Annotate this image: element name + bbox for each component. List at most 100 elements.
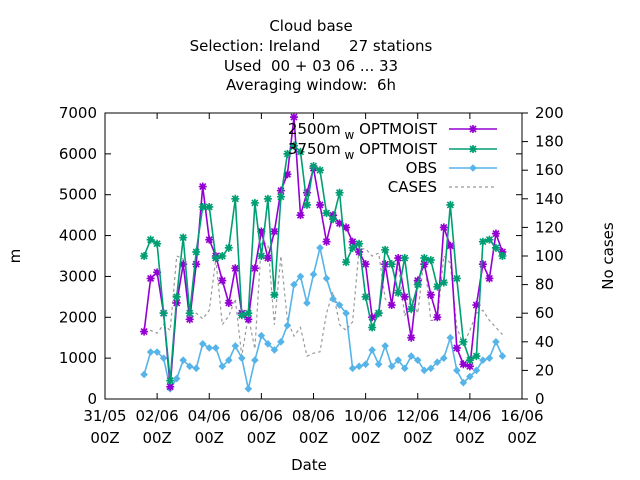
title-line-4: Averaging window: 6h xyxy=(226,76,396,94)
y2-tick-label: 80 xyxy=(535,276,554,294)
series-point-star xyxy=(270,290,279,299)
series-point xyxy=(251,356,259,364)
series-point xyxy=(498,352,507,360)
series-point-star xyxy=(465,362,474,371)
series-point xyxy=(329,295,337,303)
series-point-star xyxy=(205,202,214,211)
series-point xyxy=(485,354,494,362)
y2-tick-label: 200 xyxy=(535,104,564,122)
series-point-star xyxy=(205,235,214,244)
chart-title: Cloud base Selection: Ireland 27 station… xyxy=(190,17,433,94)
y-axis-label: m xyxy=(6,249,24,264)
series-point-star xyxy=(329,211,338,220)
series-point-star xyxy=(420,254,429,263)
y2-tick-label: 100 xyxy=(535,247,564,265)
series-point xyxy=(400,364,409,373)
x-tick-label-date: 14/06 xyxy=(448,407,491,425)
y-tick-label: 1000 xyxy=(59,349,97,367)
series-point-star xyxy=(361,292,370,301)
series-point xyxy=(381,342,389,350)
series-point xyxy=(140,370,148,379)
series-point-star xyxy=(491,229,500,238)
series-cases xyxy=(143,240,503,357)
series-point-star xyxy=(329,215,338,224)
series-point xyxy=(479,356,487,364)
series-point-star xyxy=(153,239,162,248)
series-point xyxy=(172,374,181,383)
x-tick-label-date: 16/06 xyxy=(500,407,543,425)
series-point xyxy=(146,348,155,356)
x-tick-label-hour: 00Z xyxy=(403,429,432,447)
x-tick-label-date: 12/06 xyxy=(396,407,439,425)
series-point xyxy=(231,342,240,350)
x-axis-ticks: 31/05 00Z 02/06 00Z 04/06 00Z 06/06 00Z 08/06 00Z… xyxy=(83,113,544,447)
series-point-star xyxy=(283,170,292,179)
series-point xyxy=(224,356,233,364)
series-point-star xyxy=(231,194,240,203)
legend-label: 2500m w OPTMOIST xyxy=(288,120,438,142)
series-point-star xyxy=(446,200,455,209)
series-point xyxy=(361,360,370,369)
series-point-star xyxy=(400,292,409,301)
y-axis-ticks: 0 1000 2000 3000 4000 5000 6000 7000 xyxy=(59,104,522,408)
series-point xyxy=(185,362,194,371)
y2-tick-label: 60 xyxy=(535,304,554,322)
series-point-star xyxy=(179,260,188,269)
x-tick-label-date: 02/06 xyxy=(136,407,179,425)
series-line xyxy=(143,240,503,357)
x-tick-label-date: 31/05 xyxy=(83,407,126,425)
y2-axis-label: No cases xyxy=(599,222,617,290)
series-point-star xyxy=(381,260,390,269)
series-point-star xyxy=(368,323,377,332)
series-2500m-optmoist xyxy=(140,113,507,391)
series-point-star xyxy=(166,376,175,385)
series-point-star xyxy=(250,198,259,207)
series-point-star xyxy=(446,241,455,250)
y2-tick-label: 20 xyxy=(535,361,554,379)
series-point xyxy=(309,270,318,279)
series-point-star xyxy=(400,254,409,263)
series-point-star xyxy=(179,233,188,242)
y2-axis-ticks: 0 20 40 60 80 100 120 140 160 180 200 xyxy=(522,104,564,408)
series-point-star xyxy=(452,274,461,283)
x-tick-label-hour: 00Z xyxy=(247,429,276,447)
series-point-star xyxy=(276,192,285,201)
series-point xyxy=(472,366,481,375)
y2-tick-label: 0 xyxy=(535,390,545,408)
y2-tick-label: 160 xyxy=(535,161,564,179)
legend-point-star xyxy=(469,145,477,153)
series-point xyxy=(466,372,474,381)
series-point-star xyxy=(348,237,357,246)
series-point-star xyxy=(224,243,233,252)
x-tick-label-hour: 00Z xyxy=(455,429,484,447)
series-point-star xyxy=(394,288,403,297)
x-tick-label-hour: 00Z xyxy=(507,429,536,447)
series-point-star xyxy=(289,141,298,150)
series-point-star xyxy=(140,327,149,336)
title-line-2: Selection: Ireland 27 stations xyxy=(190,37,433,55)
series-point xyxy=(264,340,272,348)
series-point xyxy=(492,338,500,346)
series-point-star xyxy=(316,166,325,175)
series-point xyxy=(277,338,285,346)
series-point-star xyxy=(439,223,448,232)
y2-tick-label: 40 xyxy=(535,333,554,351)
series-point xyxy=(335,301,344,309)
series-layer xyxy=(140,113,507,393)
series-point-star xyxy=(296,211,305,220)
series-point xyxy=(394,356,403,364)
y-tick-label: 4000 xyxy=(59,227,97,245)
series-point-star xyxy=(335,188,344,197)
series-point-star xyxy=(361,260,370,269)
series-point xyxy=(453,366,461,375)
series-point xyxy=(296,272,305,281)
x-tick-label-hour: 00Z xyxy=(90,429,119,447)
series-point xyxy=(368,346,376,354)
x-tick-label-hour: 00Z xyxy=(142,429,171,447)
series-point xyxy=(420,366,429,375)
series-point-star xyxy=(485,235,494,244)
series-point-star xyxy=(270,227,279,236)
series-point-star xyxy=(355,247,364,256)
series-point xyxy=(446,333,455,342)
